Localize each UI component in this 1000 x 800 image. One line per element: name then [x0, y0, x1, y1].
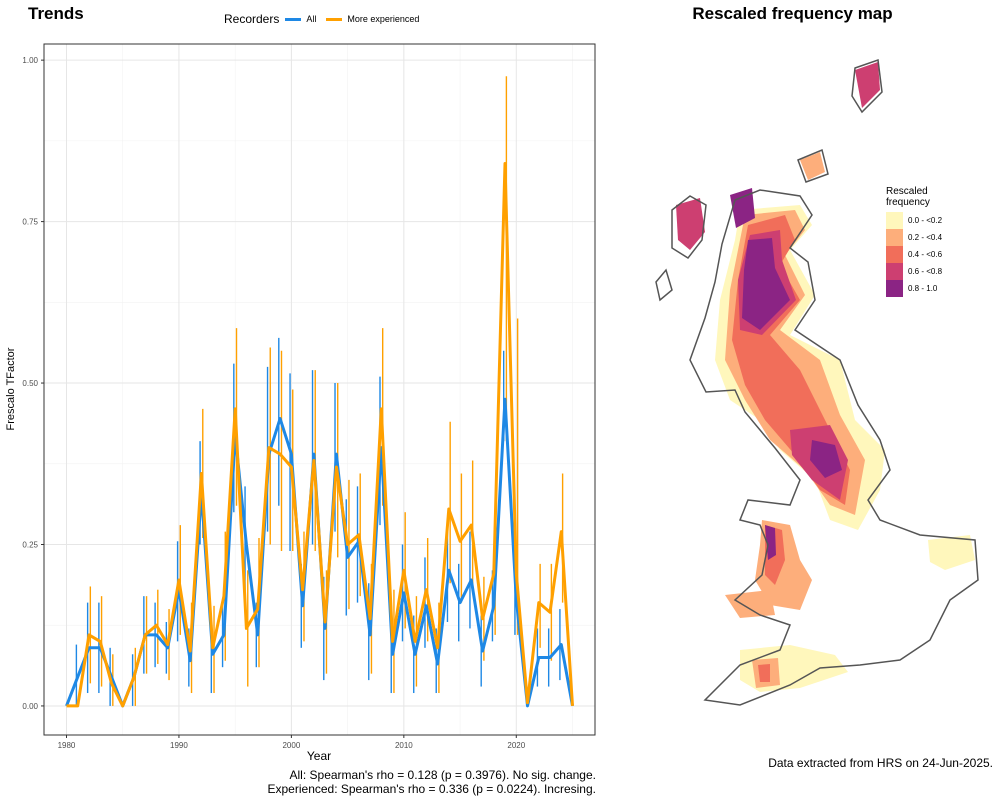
map-legend-row: 0.2 - <0.4: [886, 229, 956, 246]
legend-swatch: [886, 229, 903, 246]
legend-class-label: 0.0 - <0.2: [908, 216, 943, 225]
y-tick-label: 0.50: [22, 379, 38, 388]
data-source-note: Data extracted from HRS on 24-Jun-2025.: [768, 756, 993, 770]
caption-line-all: All: Spearman's rho = 0.128 (p = 0.3976)…: [289, 768, 596, 782]
map-legend-title: Rescaled frequency: [886, 186, 956, 208]
legend-swatch: [886, 280, 903, 297]
legend-title: Recorders: [224, 12, 280, 26]
y-tick-label: 0.75: [22, 218, 38, 227]
series-legend: Recorders All More experienced: [224, 12, 429, 26]
x-axis-label: Year: [307, 749, 331, 763]
map-legend: Rescaled frequency 0.0 - <0.2 0.2 - <0.4…: [886, 186, 956, 297]
trend-chart: 0.00 0.25 0.50 0.75 1.00 1980 1990 2000 2010 2020…: [5, 43, 596, 763]
legend-key-experienced: [326, 17, 343, 21]
trends-title: Trends: [28, 4, 84, 23]
map-title: Rescaled frequency map: [692, 4, 893, 23]
legend-class-label: 0.6 - <0.8: [908, 267, 943, 276]
map-frequency-fill: [676, 62, 975, 692]
error-bars: [75, 76, 564, 706]
y-tick-label: 0.25: [22, 540, 38, 549]
legend-class-label: 0.8 - 1.0: [908, 284, 938, 293]
x-tick-label: 2020: [507, 741, 525, 750]
map-legend-row: 0.8 - 1.0: [886, 280, 956, 297]
map-legend-row: 0.4 - <0.6: [886, 246, 956, 263]
y-tick-label: 0.00: [22, 702, 38, 711]
map-legend-title-line1: Rescaled: [886, 186, 928, 197]
legend-swatch: [886, 263, 903, 280]
axis-ticks: 0.00 0.25 0.50 0.75 1.00 1980 1990 2000 2010 2020: [22, 56, 525, 750]
trend-caption: All: Spearman's rho = 0.128 (p = 0.3976)…: [170, 768, 597, 796]
x-tick-label: 1990: [170, 741, 188, 750]
x-tick-label: 2000: [282, 741, 300, 750]
y-tick-label: 1.00: [22, 56, 38, 65]
y-axis-label: Frescalo TFactor: [5, 347, 17, 430]
map-legend-row: 0.6 - <0.8: [886, 263, 956, 280]
map-legend-title-line2: frequency: [886, 197, 930, 208]
caption-line-experienced: Experienced: Spearman's rho = 0.336 (p =…: [267, 782, 597, 796]
legend-swatch: [886, 212, 903, 229]
distribution-map: [655, 58, 979, 706]
x-tick-label: 1980: [58, 741, 76, 750]
legend-label-experienced: More experienced: [347, 14, 420, 24]
map-coastline: [655, 58, 979, 706]
x-tick-label: 2010: [395, 741, 413, 750]
series-line-experienced: [66, 162, 574, 708]
map-legend-row: 0.0 - <0.2: [886, 212, 956, 229]
plot-border: [43, 43, 596, 736]
legend-class-label: 0.4 - <0.6: [908, 250, 943, 259]
legend-class-label: 0.2 - <0.4: [908, 233, 943, 242]
legend-key-all: [285, 17, 302, 21]
series-lines: [65, 162, 574, 708]
legend-label-all: All: [306, 14, 317, 24]
legend-swatch: [886, 246, 903, 263]
